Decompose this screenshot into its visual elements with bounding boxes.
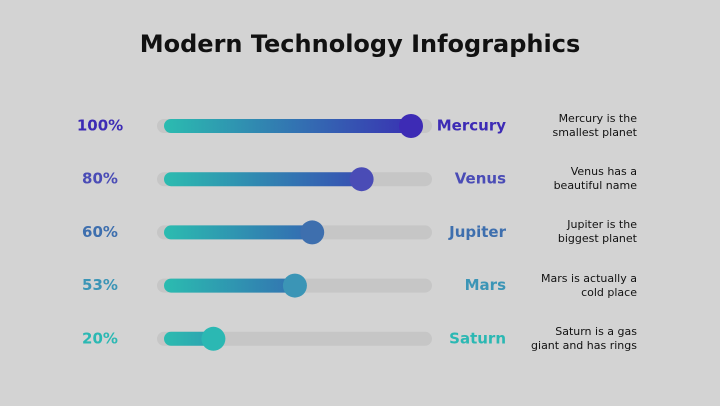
title: Modern Technology Infographics (140, 30, 581, 58)
progress-bar (164, 278, 295, 293)
description: Venus has a beautiful name (553, 165, 637, 193)
progress-knob (300, 220, 325, 245)
progress-knob (399, 114, 423, 138)
progress-bar (164, 225, 313, 240)
percent-label: 100% (77, 117, 123, 135)
planet-name: Jupiter (448, 223, 506, 241)
progress-knob (282, 273, 307, 298)
percent-label: 80% (82, 170, 118, 188)
planet-name: Saturn (449, 329, 506, 347)
percent-label: 60% (82, 223, 118, 241)
description: Mercury is the smallest planet (552, 112, 637, 139)
progress-knob (349, 167, 374, 192)
percent-label: 53% (82, 276, 118, 294)
planet-name: Mercury (437, 117, 506, 135)
description: Jupiter is the biggest planet (557, 218, 637, 246)
planet-name: Mars (465, 276, 506, 294)
planet-name: Venus (455, 170, 506, 188)
percent-label: 20% (82, 329, 118, 347)
progress-bar (164, 331, 214, 346)
progress-bar (164, 119, 411, 133)
description: Saturn is a gas giant and has rings (531, 324, 637, 352)
progress-knob (201, 326, 226, 351)
progress-bar (164, 172, 362, 187)
description: Mars is actually a cold place (541, 271, 637, 299)
